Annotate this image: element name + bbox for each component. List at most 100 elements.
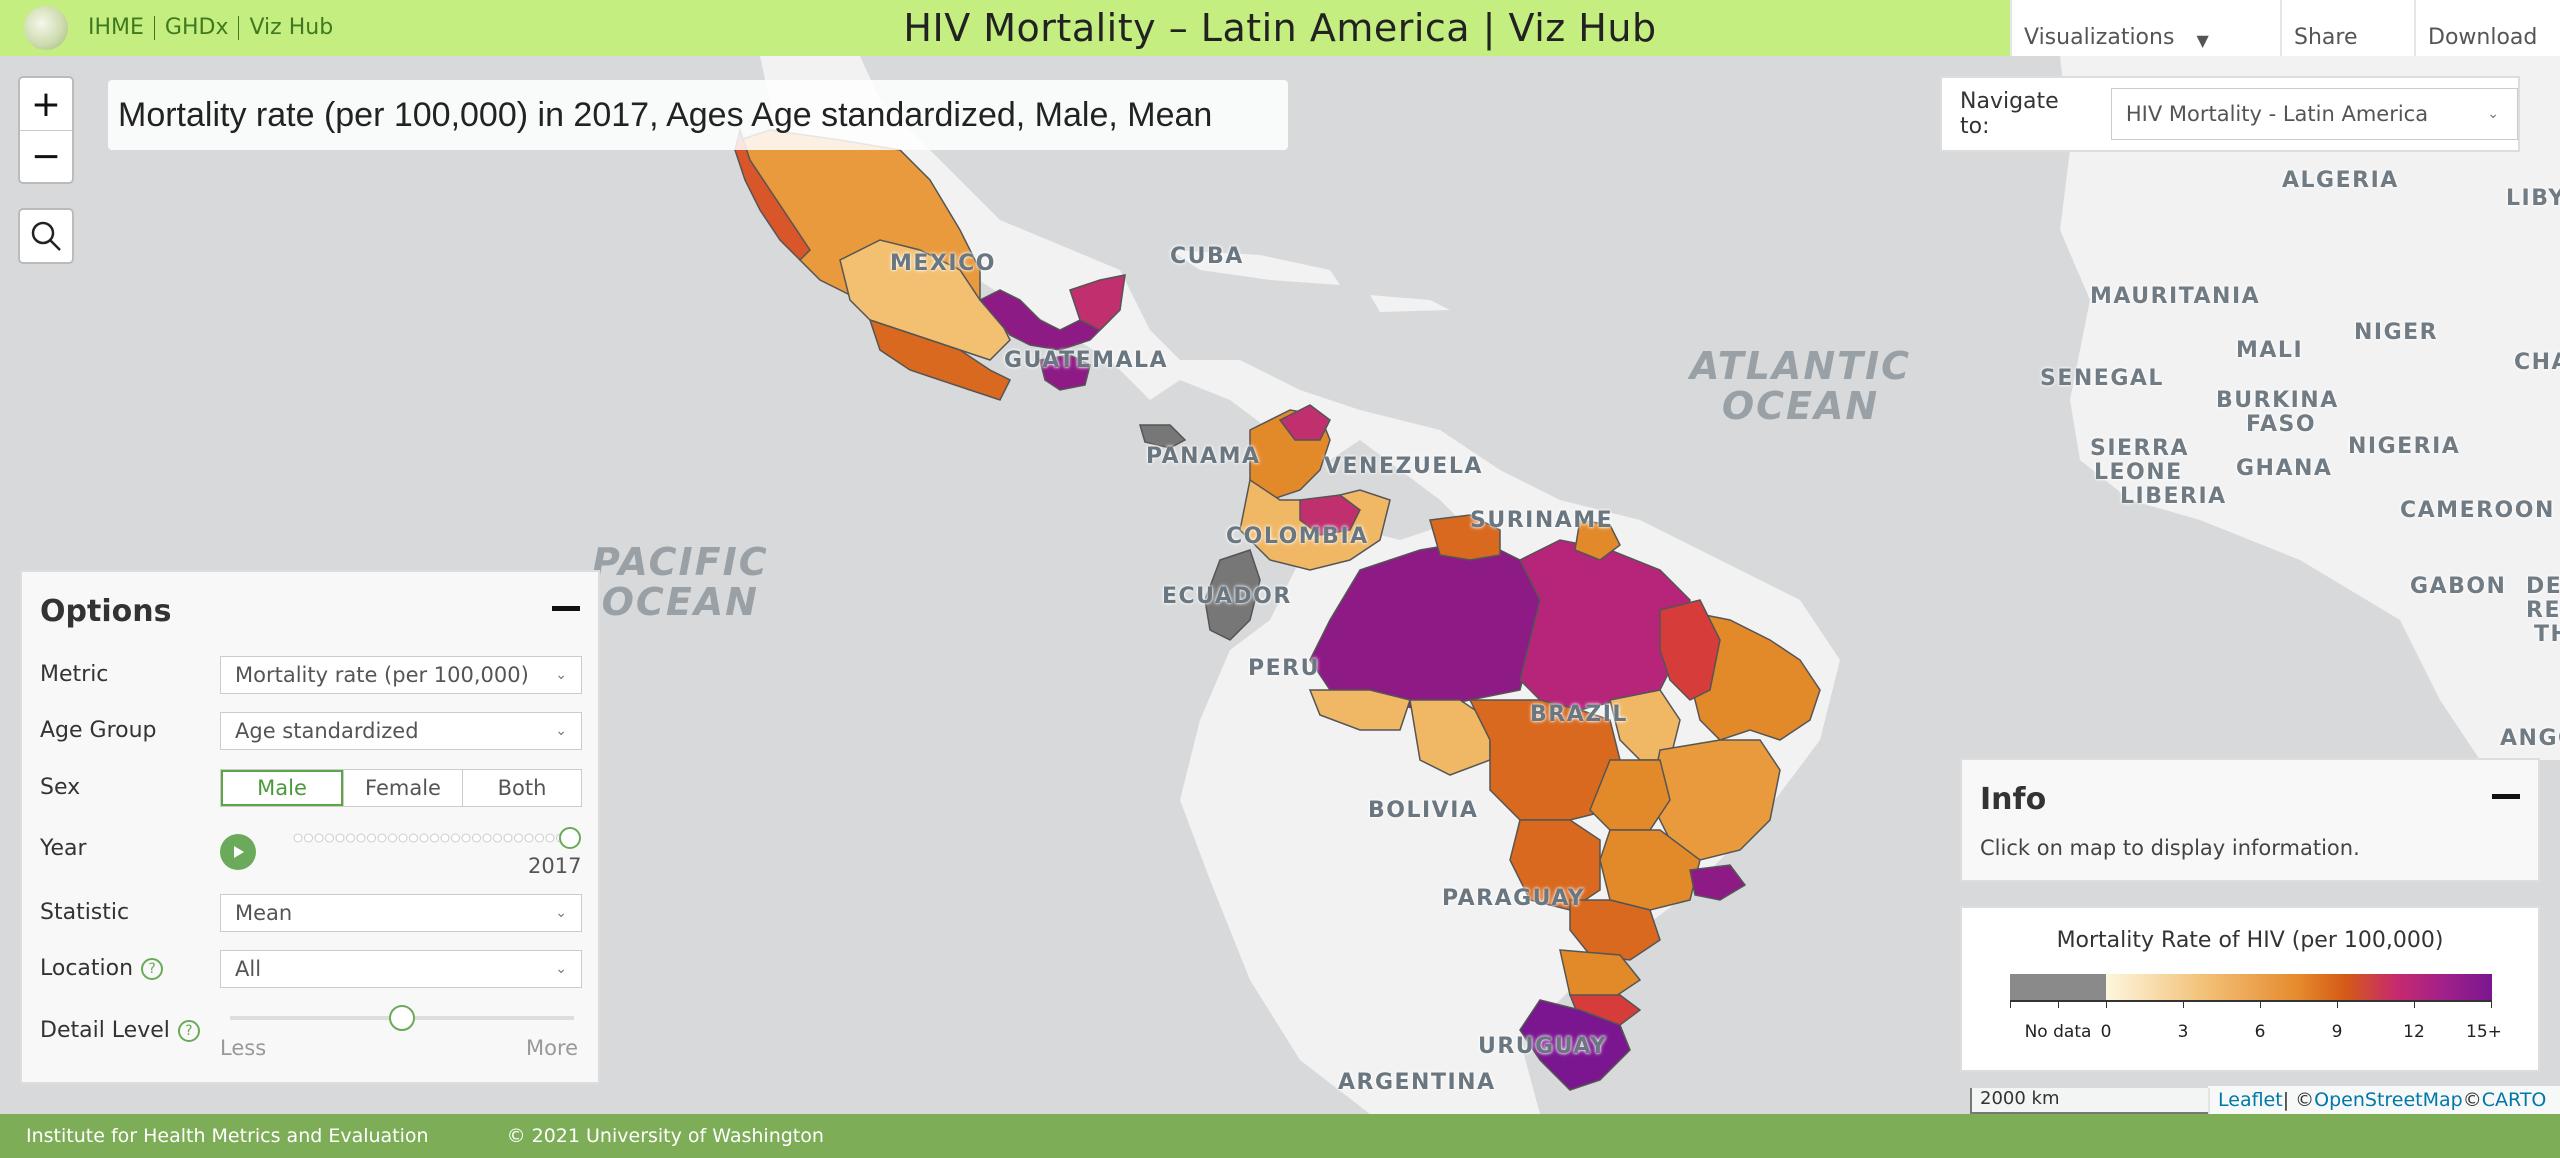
region-rio-grande-sul: [1519, 999, 1631, 1091]
detail-more-label: More: [526, 1036, 579, 1060]
age-group-select[interactable]: Age standardized ⌄: [220, 712, 582, 750]
label-ghana: GHANA: [2236, 456, 2333, 481]
year-slider-tick: [461, 833, 471, 843]
options-collapse-button[interactable]: [552, 606, 580, 611]
year-slider-tick: [524, 833, 534, 843]
statistic-label: Statistic: [40, 900, 130, 925]
metric-label: Metric: [40, 662, 109, 687]
label-liberia: LIBERIA: [2120, 484, 2227, 509]
carto-link[interactable]: CARTO: [2481, 1089, 2547, 1111]
label-mali: MALI: [2236, 338, 2304, 363]
map-shapes: [0, 56, 2560, 1114]
location-select[interactable]: All ⌄: [220, 950, 582, 988]
year-slider-tick: [314, 833, 324, 843]
ihme-link[interactable]: IHME: [88, 15, 144, 40]
map-canvas[interactable]: MEXICO CUBA GUATEMALA PANAMA VENEZUELA C…: [0, 56, 2560, 1114]
year-slider-tick: [377, 833, 387, 843]
region-colombia-4: [1299, 494, 1361, 536]
info-panel: Info Click on map to display information…: [1960, 758, 2540, 882]
year-slider-tick: [304, 833, 313, 843]
region-amapa: [1574, 519, 1621, 561]
visualizations-menu[interactable]: Visualizations ▼: [2010, 0, 2280, 56]
region-bahia: [1649, 739, 1781, 861]
land-africa: [2060, 56, 2560, 760]
label-panama: PANAMA: [1146, 444, 1261, 469]
year-slider-tick: [503, 833, 513, 843]
legend-nodata-swatch: [2010, 974, 2106, 1000]
label-nigeria: NIGERIA: [2348, 434, 2461, 459]
info-title: Info: [1980, 782, 2047, 817]
zoom-in-button[interactable]: +: [30, 83, 62, 125]
play-icon: [234, 846, 244, 858]
legend-tick: [2058, 1000, 2059, 1008]
land-caribbean: [1170, 250, 1340, 285]
legend-tick: [2106, 1000, 2107, 1008]
region-parana: [1559, 949, 1642, 1001]
footer-org[interactable]: Institute for Health Metrics and Evaluat…: [26, 1125, 429, 1147]
year-label: Year: [40, 836, 87, 861]
top-header: IHME GHDx Viz Hub HIV Mortality – Latin …: [0, 0, 2560, 56]
navigate-select[interactable]: HIV Mortality - Latin America ⌄: [2110, 88, 2518, 140]
map-attribution: Leaflet | © OpenStreetMap © CARTO: [2208, 1086, 2560, 1114]
year-slider[interactable]: [270, 826, 590, 850]
detail-slider-knob[interactable]: [389, 1005, 415, 1031]
sex-option-female[interactable]: Female: [343, 770, 462, 806]
statistic-select[interactable]: Mean ⌄: [220, 894, 582, 932]
atlantic-line-2: Ocean: [1721, 384, 1880, 428]
label-venezuela: VENEZUELA: [1324, 454, 1483, 479]
label-burkina: BURKINA: [2216, 388, 2339, 413]
map-search-button[interactable]: [18, 208, 74, 264]
region-mexico-pacific: [868, 318, 1012, 401]
caret-down-icon: ▼: [2196, 31, 2209, 50]
pacific-line-1: Pacific: [592, 540, 769, 584]
region-acre: [1308, 689, 1411, 731]
options-title: Options: [40, 594, 172, 629]
age-group-label: Age Group: [40, 718, 157, 743]
label-drc-2: RE: [2526, 598, 2560, 623]
label-pacific-ocean: Pacific Ocean: [592, 542, 769, 622]
download-button[interactable]: Download: [2414, 0, 2560, 56]
age-group-value: Age standardized: [235, 719, 419, 743]
pacific-line-2: Ocean: [601, 580, 759, 624]
label-brazil: BRAZIL: [1530, 702, 1628, 727]
detail-label-text: Detail Level: [40, 1018, 170, 1043]
label-sierra: SIERRA: [2090, 436, 2189, 461]
legend-title: Mortality Rate of HIV (per 100,000): [2056, 928, 2444, 953]
ghdx-link[interactable]: GHDx: [153, 16, 239, 40]
ihme-logo[interactable]: [24, 6, 68, 50]
leaflet-link[interactable]: Leaflet: [2218, 1089, 2283, 1111]
vizhub-link[interactable]: Viz Hub: [238, 16, 343, 40]
land-caribbean-2: [1370, 295, 1450, 312]
help-icon[interactable]: ?: [141, 958, 164, 980]
label-ecuador: ECUADOR: [1162, 584, 1292, 609]
legend-axis: [2010, 1000, 2492, 1002]
legend-tick: [2260, 1000, 2261, 1008]
chevron-down-icon: ⌄: [555, 905, 567, 921]
label-drc-3: TH: [2534, 622, 2560, 647]
location-label: Location?: [40, 956, 164, 981]
label-mauritania: MAURITANIA: [2090, 284, 2261, 309]
play-button[interactable]: [220, 834, 256, 870]
osm-link[interactable]: OpenStreetMap: [2314, 1089, 2463, 1111]
zoom-out-button[interactable]: −: [20, 130, 72, 182]
sex-option-both[interactable]: Both: [462, 770, 581, 806]
year-slider-tick: [482, 833, 492, 843]
metric-select[interactable]: Mortality rate (per 100,000) ⌄: [220, 656, 582, 694]
label-colombia: COLOMBIA: [1226, 524, 1369, 549]
year-slider-tick: [367, 833, 376, 843]
statistic-value: Mean: [235, 901, 293, 925]
sex-label: Sex: [40, 775, 81, 800]
options-panel: Options Metric Mortality rate (per 100,0…: [20, 570, 600, 1084]
label-paraguay: PARAGUAY: [1442, 886, 1586, 911]
share-button[interactable]: Share: [2280, 0, 2414, 56]
info-collapse-button[interactable]: [2492, 794, 2520, 799]
sex-option-male[interactable]: Male: [221, 770, 343, 806]
legend-color-bar: [2106, 974, 2492, 1000]
year-slider-tick: [335, 833, 345, 843]
region-maranhao: [1659, 599, 1721, 701]
visualizations-label: Visualizations: [2024, 25, 2175, 50]
help-icon[interactable]: ?: [177, 1020, 200, 1042]
legend-label-6: 6: [2254, 1022, 2266, 1042]
year-slider-tick: [398, 833, 408, 843]
label-suriname: SURINAME: [1470, 508, 1614, 533]
